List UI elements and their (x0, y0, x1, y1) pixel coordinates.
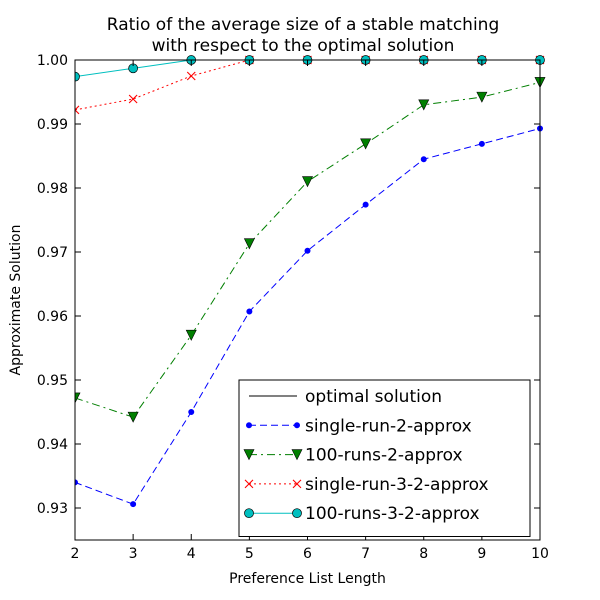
data-point-100-runs-2-approx (75, 392, 81, 404)
y-tick-label: 0.93 (37, 501, 68, 517)
data-point-single-run-3-2-approx (128, 94, 138, 104)
chart-title: Ratio of the average size of a stable ma… (107, 15, 500, 56)
legend-entry-label: 100-runs-3-2-approx (305, 504, 480, 524)
y-tick-label: 0.95 (37, 373, 68, 389)
chart-title-line: Ratio of the average size of a stable ma… (107, 15, 500, 35)
data-point-single-run-2-approx (304, 247, 311, 254)
data-point-100-runs-2-approx (418, 99, 430, 111)
y-tick-label: 1.00 (37, 53, 68, 69)
x-tick-label: 10 (531, 546, 549, 562)
legend-entry-label: single-run-2-approx (305, 416, 472, 436)
data-point-single-run-2-approx (130, 501, 137, 508)
y-tick-label: 0.94 (37, 437, 68, 453)
series-single-run-2-approx (75, 125, 543, 508)
legend-marker (294, 422, 300, 429)
series-line-single-run-3-2-approx (75, 59, 540, 111)
data-point-100-runs-2-approx (476, 91, 488, 103)
data-point-100-runs-3-2-approx (75, 71, 80, 82)
y-tick-label: 0.97 (37, 245, 68, 261)
legend-entry-label: single-run-3-2-approx (305, 475, 489, 495)
data-point-100-runs-2-approx (127, 411, 139, 423)
legend-marker (244, 508, 254, 519)
data-point-100-runs-2-approx (185, 329, 197, 341)
data-point-single-run-2-approx (478, 140, 485, 147)
legend-marker (246, 422, 252, 429)
x-tick-label: 2 (71, 546, 80, 562)
data-point-100-runs-2-approx (243, 238, 255, 250)
data-point-single-run-2-approx (362, 201, 369, 208)
x-tick-label: 3 (129, 546, 138, 562)
x-tick-label: 6 (303, 546, 312, 562)
legend-marker (292, 479, 302, 489)
x-tick-label: 4 (187, 546, 196, 562)
legend-marker (244, 479, 254, 489)
data-point-single-run-3-2-approx (75, 105, 80, 115)
legend-entry-label: optimal solution (305, 387, 442, 407)
y-tick-label: 0.98 (37, 181, 68, 197)
axis-ticks: 2 3 4 5 6 7 8 9 10 0.93 0.94 0.95 0.96 0.97 0.98 0.99 1.… (37, 53, 549, 562)
x-axis-label: Preference List Length (229, 571, 386, 587)
data-point-single-run-2-approx (188, 409, 195, 415)
legend-box (238, 379, 531, 537)
x-tick-label: 5 (245, 546, 254, 562)
data-point-single-run-2-approx (420, 156, 427, 163)
legend-marker (291, 449, 303, 461)
legend: optimal solution single-run-2-approx 100-r… (238, 379, 531, 537)
x-tick-label: 9 (477, 546, 486, 562)
series-100-runs-2-approx (75, 77, 546, 423)
data-point-100-runs-2-approx (360, 138, 372, 150)
y-tick-label: 0.99 (37, 117, 68, 133)
legend-entry-label: 100-runs-2-approx (305, 446, 463, 466)
data-point-single-run-3-2-approx (186, 71, 196, 81)
data-point-single-run-2-approx (75, 479, 78, 486)
data-point-single-run-2-approx (246, 308, 253, 315)
x-tick-label: 7 (361, 546, 370, 562)
data-point-100-runs-2-approx (302, 176, 313, 188)
series-100-runs-3-2-approx (75, 55, 545, 82)
legend-marker (292, 508, 302, 519)
chart-title-line: with respect to the optimal solution (152, 36, 455, 56)
y-tick-label: 0.96 (37, 309, 68, 325)
legend-marker (243, 449, 255, 461)
x-tick-label: 8 (419, 546, 428, 562)
y-axis-label: Approximate Solution (8, 225, 24, 376)
